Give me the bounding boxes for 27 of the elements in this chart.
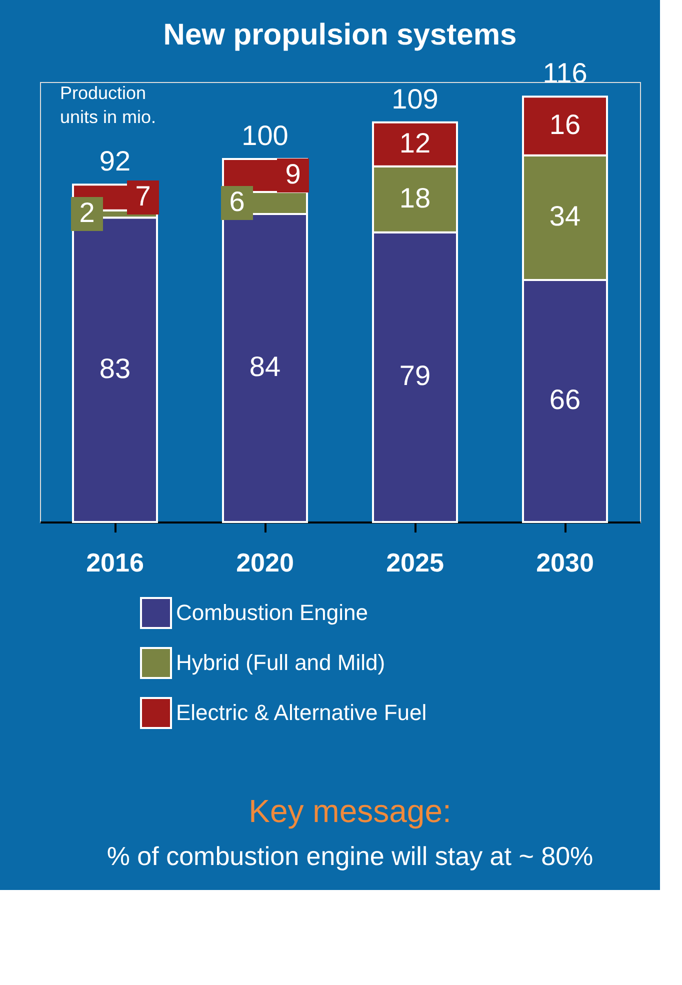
legend-label: Hybrid (Full and Mild) bbox=[176, 650, 386, 675]
data-label: 18 bbox=[399, 182, 431, 214]
x-tick-label: 2030 bbox=[536, 548, 594, 578]
chart-title: New propulsion systems bbox=[163, 18, 517, 52]
x-tick-label: 2020 bbox=[236, 548, 294, 578]
total-label: 92 bbox=[99, 146, 131, 177]
data-label: 66 bbox=[549, 384, 581, 415]
text: Key message: bbox=[248, 793, 452, 829]
data-label: 16 bbox=[549, 109, 581, 140]
annotation: Production units in mio. bbox=[60, 83, 156, 127]
data-label: 84 bbox=[249, 351, 281, 382]
total-label: 100 bbox=[242, 120, 288, 151]
x-tick-label: 2025 bbox=[386, 548, 444, 578]
data-label: 7 bbox=[135, 180, 151, 212]
data-label: 12 bbox=[399, 127, 431, 158]
legend-label: Combustion Engine bbox=[176, 600, 368, 625]
data-label: 83 bbox=[99, 352, 131, 384]
data-label: 79 bbox=[399, 360, 431, 392]
legend-label: Electric & Alternative Fuel bbox=[176, 700, 427, 725]
data-label: 2 bbox=[79, 197, 95, 228]
data-label: 34 bbox=[549, 200, 581, 232]
total-label: 116 bbox=[542, 58, 588, 89]
data-label: 6 bbox=[229, 186, 245, 217]
text: % of combustion engine will stay at ~ 80% bbox=[106, 841, 594, 871]
x-tick-label: 2016 bbox=[86, 548, 144, 578]
data-label: 9 bbox=[285, 158, 301, 190]
total-label: 109 bbox=[392, 83, 438, 114]
